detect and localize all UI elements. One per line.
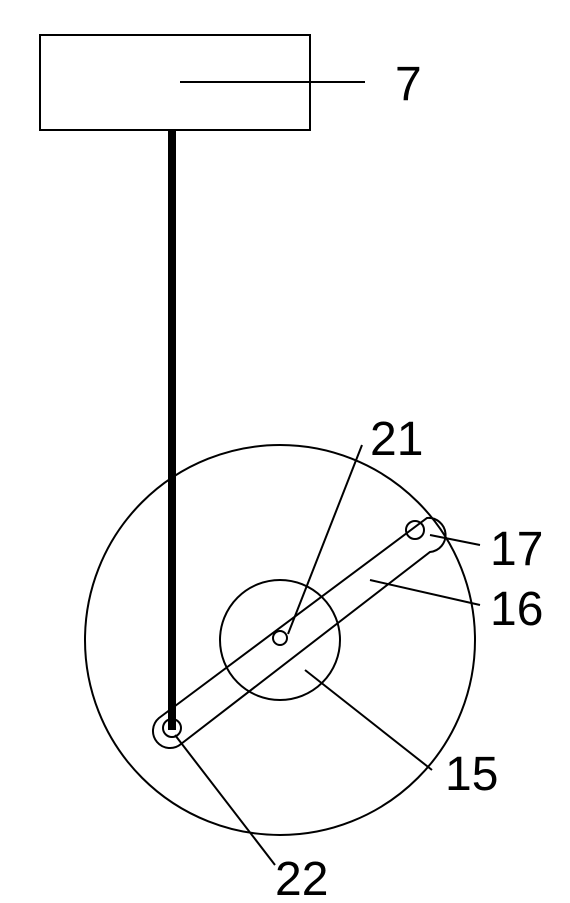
diagonal-slot (153, 518, 446, 748)
ref-17-label: 17 (490, 523, 543, 576)
tip-dot (406, 521, 424, 539)
ref-15-label: 15 (445, 748, 498, 801)
ref-17-leader (430, 535, 480, 545)
ref-22-leader (175, 735, 275, 865)
ref-16-label: 16 (490, 583, 543, 636)
center-dot (273, 631, 287, 645)
inner-circle (220, 580, 340, 700)
ref-21-label: 21 (370, 413, 423, 466)
ref-16-leader (370, 580, 480, 605)
ref-15-leader (305, 670, 432, 770)
ref-21-leader (288, 445, 362, 634)
ref-22-label: 22 (275, 853, 328, 903)
ref-7-label: 7 (395, 58, 422, 111)
big-circle (85, 445, 475, 835)
